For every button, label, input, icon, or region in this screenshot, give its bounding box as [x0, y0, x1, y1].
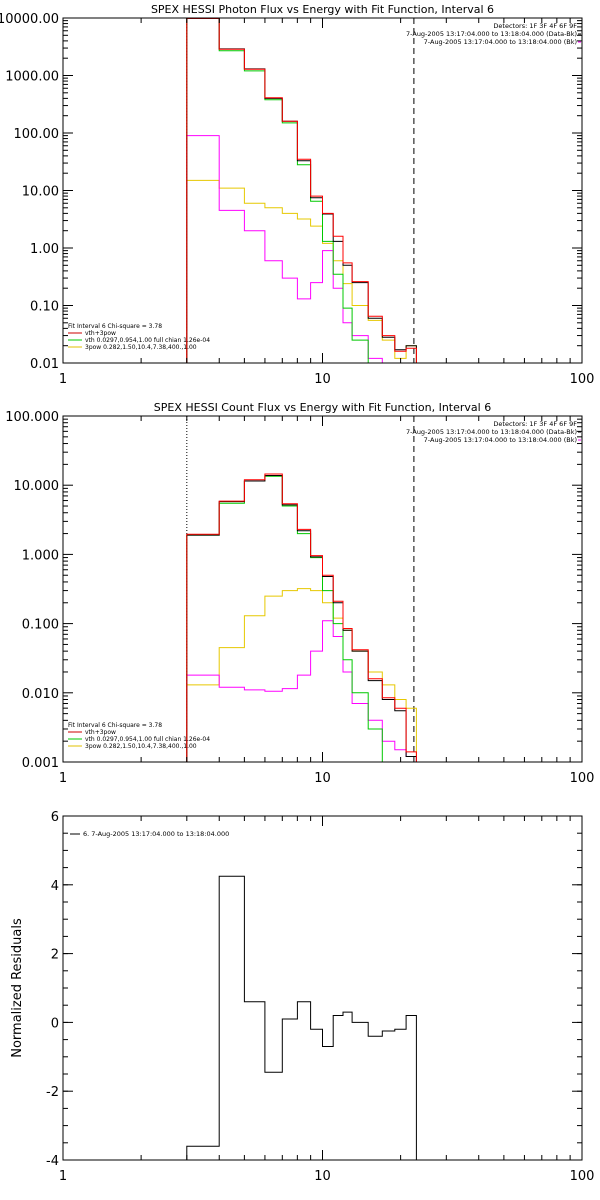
series-line-0	[186, 588, 417, 762]
residuals-chart: Normalized Residuals 1 10 100 -4 -2 0 2 4 6 6. 7-A…	[10, 810, 594, 1184]
series-line-1	[186, 620, 417, 762]
y-tick-label: 100.00	[14, 127, 60, 142]
series-line-2	[186, 475, 417, 762]
fit-legend-entry: 3pow 0.282,1.50,10.4,7.38,400.,1.00	[85, 743, 197, 750]
info-line: Detectors: 1F 3F 4F 6F 9F	[493, 22, 577, 30]
fit-legend-entry: vth+3pow	[85, 729, 116, 736]
y-tick-label: 0.10	[30, 300, 59, 315]
y-tick-label: 10000.00	[0, 12, 59, 27]
x-tick-label: 1	[59, 1169, 67, 1184]
info-line: 7-Aug-2005 13:17:04.000 to 13:18:04.000 …	[406, 428, 577, 436]
chart-title: SPEX HESSI Photon Flux vs Energy with Fi…	[151, 3, 494, 16]
x-tick-label: 1	[59, 372, 67, 387]
series-line-4	[186, 18, 417, 363]
legend-entry: 6. 7-Aug-2005 13:17:04.000 to 13:18:04.0…	[83, 830, 229, 838]
fit-legend-entry: Fit Interval 6 Chi-square = 3.78	[68, 323, 162, 330]
fit-legend-entry: 3pow 0.282,1.50,10.4,7.38,400.,1.00	[85, 344, 197, 351]
fit-legend-entry: vth 0.0297,0.954,1.00 full chian 1.26e-0…	[85, 736, 210, 743]
series-line-0	[186, 179, 417, 363]
data-area	[186, 18, 417, 363]
y-tick-label: 0	[51, 1016, 59, 1031]
series-line-2	[186, 18, 417, 363]
x-tick-label: 100	[570, 372, 595, 387]
y-tick-label: 4	[51, 879, 59, 894]
x-tick-label: 10	[314, 771, 331, 786]
info-line: 7-Aug-2005 13:17:04.000 to 13:18:04.000 …	[424, 38, 577, 46]
series-line-3	[186, 475, 417, 762]
count-flux-chart: SPEX HESSI Count Flux vs Energy with Fit…	[5, 401, 594, 786]
photon-flux-chart: SPEX HESSI Photon Flux vs Energy with Fi…	[0, 3, 594, 387]
info-line: Detectors: 1F 3F 4F 6F 9F	[493, 420, 577, 428]
y-tick-label: -2	[46, 1085, 59, 1100]
series-line-0	[186, 875, 417, 1160]
info-line: 7-Aug-2005 13:17:04.000 to 13:18:04.000 …	[424, 436, 577, 444]
y-tick-label: 10.000	[14, 479, 60, 494]
y-tick-label: 1.00	[30, 242, 59, 257]
y-tick-label: 1000.00	[5, 70, 59, 85]
y-tick-label: 1.000	[22, 548, 59, 563]
x-tick-label: 100	[570, 771, 595, 786]
y-tick-label: 100.000	[5, 410, 59, 425]
y-tick-label: 10.00	[22, 185, 59, 200]
fit-legend-entry: vth 0.0297,0.954,1.00 full chian 1.26e-0…	[85, 337, 210, 344]
x-tick-label: 10	[314, 1169, 331, 1184]
fit-legend-entry: vth+3pow	[85, 330, 116, 337]
y-tick-label: 6	[51, 810, 59, 825]
data-area	[186, 473, 417, 762]
y-tick-label: 0.001	[22, 756, 59, 771]
y-tick-label: 0.100	[22, 618, 59, 633]
info-line: 7-Aug-2005 13:17:04.000 to 13:18:04.000 …	[406, 30, 577, 38]
x-tick-label: 10	[314, 372, 331, 387]
series-line-4	[186, 473, 417, 762]
y-tick-label: 0.01	[30, 357, 59, 372]
plot-frame	[62, 815, 583, 1161]
x-tick-label: 100	[570, 1169, 595, 1184]
x-tick-label: 1	[59, 771, 67, 786]
series-line-1	[186, 135, 417, 363]
plot-frame	[62, 17, 583, 364]
y-tick-label: -4	[46, 1154, 59, 1169]
y-axis-label: Normalized Residuals	[10, 918, 25, 1058]
data-area	[186, 875, 417, 1160]
fit-legend-entry: Fit Interval 6 Chi-square = 3.78	[68, 722, 162, 729]
chart-title: SPEX HESSI Count Flux vs Energy with Fit…	[154, 401, 491, 414]
y-tick-label: 0.010	[22, 687, 59, 702]
y-tick-label: 2	[51, 948, 59, 963]
series-line-3	[186, 18, 417, 363]
